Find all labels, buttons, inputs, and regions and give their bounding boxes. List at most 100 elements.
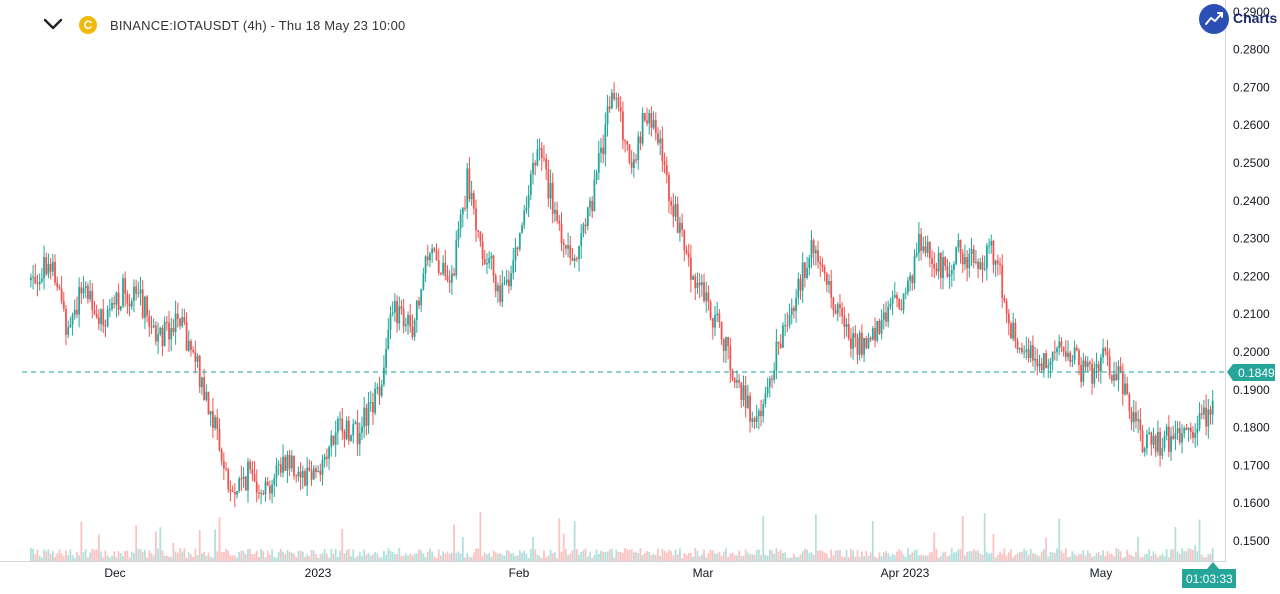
candle xyxy=(119,306,122,312)
volume-bar xyxy=(650,554,653,561)
candle xyxy=(860,324,863,358)
x-axis-labels[interactable]: Dec 2023 Feb Mar Apr 2023 May xyxy=(104,566,1112,580)
candle xyxy=(466,163,469,220)
candle xyxy=(944,256,947,271)
volume-bar xyxy=(82,552,85,561)
volume-bar xyxy=(1012,557,1015,561)
candle xyxy=(249,459,252,474)
volume-bar xyxy=(584,548,587,561)
candle xyxy=(657,127,659,146)
volume-bar xyxy=(76,552,78,561)
candle xyxy=(343,429,346,448)
candle xyxy=(681,213,683,237)
candle xyxy=(591,196,594,219)
candle xyxy=(32,265,34,290)
volume-bar xyxy=(40,557,43,561)
logo-icon[interactable] xyxy=(1199,4,1229,34)
volume-bar xyxy=(1040,551,1043,561)
candle xyxy=(393,293,396,322)
candle xyxy=(1189,422,1192,440)
candle xyxy=(117,283,120,316)
volume-bar xyxy=(856,550,859,561)
candle xyxy=(159,326,162,337)
candle xyxy=(89,280,91,303)
volume-bar xyxy=(499,553,502,561)
volume-bar xyxy=(790,557,793,561)
y-axis-labels[interactable]: 0.1500 0.1600 0.1700 0.1800 0.1900 0.2000 0.21… xyxy=(1233,5,1270,548)
candle xyxy=(1161,437,1164,460)
volume-bar xyxy=(700,554,703,561)
candle xyxy=(1154,433,1157,458)
volume-bar xyxy=(521,552,523,561)
candle xyxy=(501,270,504,308)
volume-bar xyxy=(174,551,177,561)
candle xyxy=(345,416,348,441)
candle xyxy=(242,467,245,488)
volume-bar xyxy=(753,554,756,561)
volume-bar xyxy=(58,549,61,561)
candle xyxy=(1034,346,1037,371)
volume-bar xyxy=(860,551,863,561)
candle xyxy=(518,232,521,252)
volume-bar xyxy=(1113,556,1115,561)
volume-bar xyxy=(1181,548,1183,561)
candle xyxy=(47,253,50,279)
volume-bar xyxy=(1174,526,1177,561)
volume-bar xyxy=(525,553,528,561)
volume-bar xyxy=(295,556,298,561)
volume-bar xyxy=(545,557,548,561)
candle xyxy=(1062,346,1065,357)
candle xyxy=(1073,340,1076,365)
volume-bar xyxy=(665,553,668,561)
volume-bar xyxy=(731,552,734,561)
candle xyxy=(429,252,431,268)
volume-bar xyxy=(641,554,644,561)
candle xyxy=(1010,321,1012,339)
volume-bar xyxy=(1156,557,1159,561)
volume-bar xyxy=(391,551,394,561)
candle xyxy=(707,285,710,311)
candle xyxy=(852,326,855,360)
volume-bar xyxy=(999,551,1001,561)
volume-bar xyxy=(1126,549,1129,561)
volume-bar xyxy=(832,555,835,561)
volume-bar xyxy=(130,551,133,561)
volume-bar xyxy=(643,553,646,561)
volume-bar xyxy=(1014,554,1017,561)
volume-bar xyxy=(378,557,381,561)
candle xyxy=(738,374,741,388)
candle xyxy=(154,321,157,346)
candle xyxy=(529,170,532,201)
candle xyxy=(981,255,984,283)
volume-bar xyxy=(124,550,127,561)
candle xyxy=(411,314,414,340)
volume-bar xyxy=(939,555,942,561)
volume-bar xyxy=(983,513,986,561)
candle xyxy=(729,337,732,383)
candle xyxy=(1067,340,1069,361)
candle xyxy=(56,276,59,292)
candle xyxy=(1075,344,1078,352)
candle xyxy=(336,416,339,446)
candle xyxy=(450,265,453,295)
candle xyxy=(437,248,440,276)
candle xyxy=(869,336,872,343)
candle xyxy=(104,319,107,338)
volume-bar xyxy=(115,556,118,561)
volume-bar xyxy=(62,556,65,561)
volume-bar xyxy=(996,554,999,561)
candle xyxy=(266,477,269,486)
chevron-down-icon[interactable] xyxy=(42,15,64,33)
candle xyxy=(1198,402,1201,432)
candle xyxy=(497,282,499,303)
candle xyxy=(402,298,405,334)
candle xyxy=(396,295,398,333)
volume-bar xyxy=(985,551,988,561)
candle xyxy=(1104,346,1107,356)
candle xyxy=(648,109,651,135)
volume-bar xyxy=(367,552,370,561)
volume-bar xyxy=(562,533,565,561)
candle xyxy=(361,416,363,440)
volume-bar xyxy=(1167,557,1170,561)
